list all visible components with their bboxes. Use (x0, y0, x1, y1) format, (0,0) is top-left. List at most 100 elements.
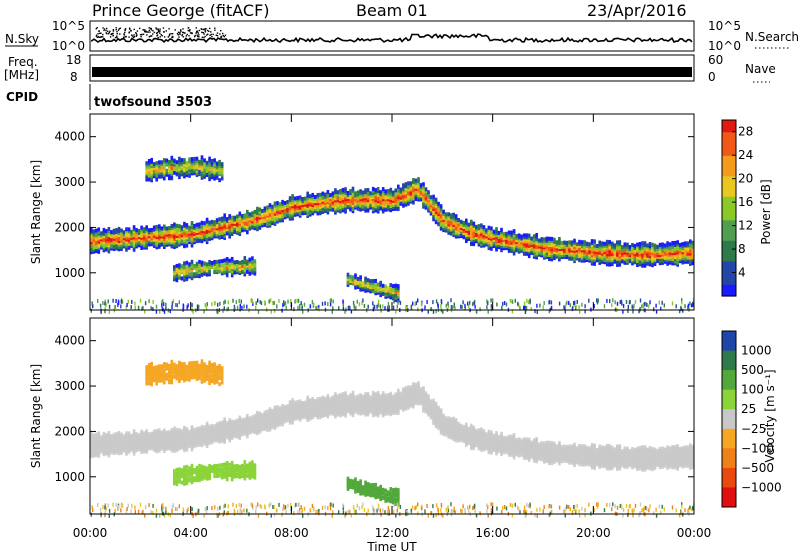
power-cell (447, 224, 450, 229)
power-cell (681, 298, 683, 303)
velocity-cell (399, 393, 403, 398)
power-cell (180, 158, 184, 163)
velocity-cell (263, 412, 267, 417)
power-cell (673, 253, 677, 258)
velocity-cell (387, 405, 390, 410)
velocity-cell (278, 422, 282, 427)
velocity-cell (140, 429, 143, 434)
power-cell (188, 268, 191, 273)
power-cell (213, 266, 216, 270)
nsky-dot (187, 27, 189, 29)
power-ytick-label: 1000 (54, 266, 85, 280)
nsky-dot (158, 30, 160, 32)
power-cell (389, 187, 393, 192)
power-cell (374, 291, 377, 296)
nsky-dot (136, 34, 138, 36)
velocity-cell (319, 396, 322, 401)
power-cell (225, 231, 229, 236)
power-cell (459, 228, 463, 232)
velocity-cell (105, 441, 108, 446)
power-cell (92, 249, 96, 254)
velocity-cell (150, 431, 153, 436)
power-cell (308, 208, 312, 213)
power-cell (588, 248, 591, 253)
power-cell (271, 213, 274, 217)
power-cell (155, 239, 158, 244)
power-cell (633, 250, 637, 255)
power-cell (190, 235, 194, 240)
velocity-cell (334, 412, 337, 417)
power-cell (299, 303, 301, 308)
power-cell (150, 306, 152, 311)
power-cell (175, 170, 179, 175)
power-cell (535, 247, 538, 252)
velocity-cell (381, 401, 385, 406)
power-cell (512, 239, 516, 244)
power-cell (349, 274, 352, 279)
nsky-dot (95, 35, 98, 37)
power-cell (303, 204, 307, 209)
velocity-cell (296, 408, 299, 413)
power-cell (316, 193, 320, 198)
power-cell (467, 222, 471, 227)
power-cell (223, 225, 226, 230)
power-cell (120, 304, 122, 309)
power-cell (397, 288, 400, 293)
beam-title: Beam 01 (356, 1, 428, 20)
velocity-cell (220, 420, 224, 425)
power-cell (243, 217, 247, 222)
power-cell (682, 308, 684, 313)
power-cell (102, 230, 106, 234)
power-cell (459, 219, 463, 224)
power-cell (215, 218, 219, 223)
velocity-cell (208, 430, 211, 435)
power-cell (223, 215, 226, 220)
power-cell (258, 217, 262, 222)
power-cell (584, 309, 586, 314)
power-cell (205, 171, 209, 175)
velocity-cell (298, 413, 302, 418)
power-cell (178, 156, 181, 161)
power-cell (230, 256, 234, 261)
power-cell (327, 302, 329, 306)
power-cell (464, 306, 466, 311)
power-cell (492, 244, 496, 248)
power-cell (105, 233, 108, 238)
velocity-cell (326, 412, 330, 417)
velocity-cell (130, 444, 133, 448)
power-cell (497, 241, 501, 246)
power-cell (644, 301, 646, 306)
velocity-cell (253, 413, 257, 418)
power-cell (641, 241, 644, 246)
power-cell (560, 249, 564, 254)
power-cell (487, 229, 491, 234)
nsky-dot (214, 29, 216, 31)
nsky-dot (148, 29, 150, 32)
power-cell (381, 197, 385, 202)
nsky-dot (210, 31, 212, 33)
velocity-cell (399, 391, 403, 396)
velocity-cell (200, 426, 204, 431)
velocity-cell (170, 432, 174, 437)
velocity-cell (334, 402, 337, 407)
power-cell (142, 233, 146, 238)
nsky-dot (194, 34, 196, 37)
power-cell (376, 203, 380, 208)
velocity-cell (210, 426, 214, 430)
power-cell (452, 212, 455, 217)
power-cell (452, 231, 455, 236)
power-cell (91, 301, 93, 306)
velocity-cell (324, 396, 327, 401)
velocity-cell (218, 425, 221, 430)
power-cell (417, 185, 420, 190)
power-cell (424, 203, 428, 208)
power-cell (140, 233, 143, 238)
velocity-cell (165, 442, 169, 447)
velocity-cell (147, 444, 151, 449)
power-cell (210, 169, 214, 174)
power-cell (564, 306, 566, 311)
power-cell (397, 205, 400, 209)
power-colorbar-segment (722, 187, 736, 191)
power-cell (495, 235, 498, 240)
velocity-cell (92, 443, 96, 448)
